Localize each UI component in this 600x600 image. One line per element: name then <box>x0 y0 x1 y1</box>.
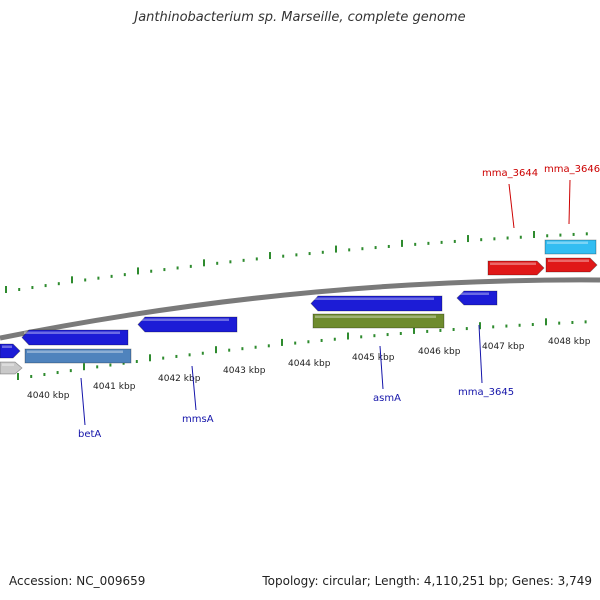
gene-label-mma-3644[interactable]: mma_3644 <box>482 168 538 179</box>
gene-arrow-mma3646-sky-highlight <box>547 241 588 244</box>
gene-arrow-mma3646-red-highlight <box>548 259 589 262</box>
gene-arrow-gray[interactable] <box>0 361 23 375</box>
accession-text: Accession: NC_009659 <box>9 574 146 588</box>
scale-label: 4040 kbp <box>27 391 70 401</box>
scale-label: 4043 kbp <box>223 366 266 376</box>
gene-label-leader <box>80 377 86 426</box>
gene-label-leader <box>568 179 571 225</box>
gene-label-mmsa[interactable]: mmsA <box>182 414 214 425</box>
gene-label-mma-3645[interactable]: mma_3645 <box>458 387 514 398</box>
gene-arrow-beta-highlight <box>24 331 120 334</box>
scale-label: 4048 kbp <box>548 337 591 347</box>
gene-arrow-left-edge-highlight <box>2 345 12 348</box>
gene-arrow-mma3645-highlight <box>459 292 489 295</box>
gene-arrow-olive-highlight <box>315 315 436 318</box>
gene-labels: betA mmsA asmA mma_3645 mma_3644 mma_3646 <box>78 164 600 440</box>
gene-features <box>0 239 598 375</box>
outer-tick-track <box>5 230 588 293</box>
gene-label-mma-3646[interactable]: mma_3646 <box>544 164 600 175</box>
scale-label: 4046 kbp <box>418 347 461 357</box>
gene-arrow-mmsa[interactable] <box>137 316 238 333</box>
gene-arrow-mma3644[interactable] <box>487 260 545 276</box>
gene-arrow-left-edge[interactable] <box>0 343 21 359</box>
gene-arrow-mma3646-red[interactable] <box>545 257 598 273</box>
gene-arrow-beta[interactable] <box>21 329 129 346</box>
inner-tick-track <box>17 318 587 380</box>
gene-arrow-olive[interactable] <box>312 313 445 329</box>
gene-arrow-mma3645[interactable] <box>456 290 498 306</box>
scale-label: 4041 kbp <box>93 382 136 392</box>
scale-label: 4045 kbp <box>352 353 395 363</box>
gene-label-asma[interactable]: asmA <box>373 393 401 404</box>
scale-label: 4047 kbp <box>482 342 525 352</box>
gene-label-beta[interactable]: betA <box>78 429 101 440</box>
genome-backbone <box>0 277 600 341</box>
gene-arrow-asma-highlight <box>313 297 434 300</box>
gene-label-leader <box>379 345 384 390</box>
gene-arrow-asma[interactable] <box>310 295 443 312</box>
gene-arrow-mmsa-highlight <box>140 318 229 321</box>
gene-arrow-mma3644-highlight <box>490 262 536 265</box>
gene-arrow-steelblue-highlight <box>27 350 123 353</box>
gene-arrow-mma3646-sky[interactable] <box>544 239 597 255</box>
genome-title: Janthinobacterium sp. Marseille, complet… <box>134 10 466 25</box>
gene-label-leader <box>191 365 197 411</box>
gene-arrow-steelblue[interactable] <box>24 348 132 364</box>
gene-label-leader <box>478 324 483 384</box>
genome-summary-text: Topology: circular; Length: 4,110,251 bp… <box>262 574 592 588</box>
gene-arrow-gray-highlight <box>2 363 14 366</box>
scale-label: 4042 kbp <box>158 374 201 384</box>
gene-label-leader <box>508 183 515 229</box>
scale-label: 4044 kbp <box>288 359 331 369</box>
scale-labels: 4040 kbp 4041 kbp 4042 kbp 4043 kbp 4044 kbp… <box>27 337 591 401</box>
